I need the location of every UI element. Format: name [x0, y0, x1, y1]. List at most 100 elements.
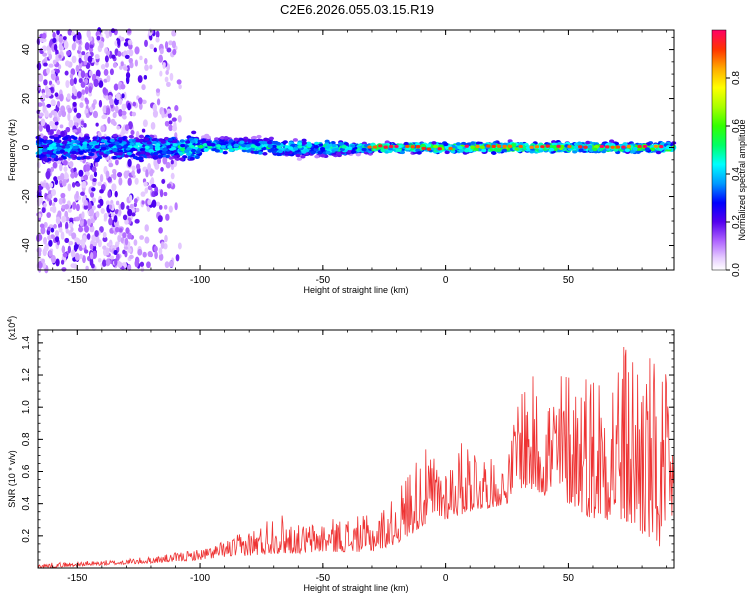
spectrogram-cell — [431, 141, 437, 145]
spectrogram-cell — [421, 146, 426, 151]
spectrogram-cell — [171, 117, 177, 122]
spectrogram-cell — [147, 250, 153, 258]
x-tick-label: -100 — [190, 573, 210, 584]
spectrogram-cell — [271, 144, 277, 149]
spectrogram-cell — [54, 142, 61, 147]
spectrogram-cell — [198, 144, 204, 149]
spectrogram-cell — [378, 144, 383, 148]
colorbar-gradient — [711, 29, 727, 271]
spectrogram-cell — [91, 166, 97, 173]
spectrogram-cell — [72, 34, 77, 42]
spectrogram-cell — [107, 176, 112, 183]
spectrogram-cell — [45, 124, 51, 133]
spectrogram-cell — [36, 161, 41, 169]
spectrogram-cell — [98, 258, 102, 263]
spectrogram-cell — [144, 236, 150, 244]
spectrogram-cell — [167, 137, 173, 142]
spectrogram-cell — [333, 147, 340, 152]
spectrogram-cell — [99, 173, 104, 183]
spectrogram-cell — [86, 233, 91, 240]
spectrogram-cell — [88, 152, 94, 157]
spectrogram-cell — [116, 171, 123, 178]
spectrogram-cell — [108, 162, 114, 168]
spectrogram-cell — [81, 181, 87, 189]
spectrogram-cell — [76, 91, 82, 99]
spectrogram-cell — [126, 28, 132, 34]
spectrogram-cell — [624, 148, 631, 153]
spectrogram-cell — [194, 155, 200, 160]
spectrogram-cell — [130, 130, 135, 136]
spectrogram-cell — [186, 152, 192, 157]
spectrogram-cell — [54, 121, 59, 126]
spectrogram-cell — [253, 150, 259, 155]
spectrogram-cell — [62, 159, 68, 166]
spectrogram-cell — [341, 144, 347, 149]
spectrogram-cell — [437, 147, 442, 151]
spectrogram-cell — [50, 72, 56, 81]
spectrogram-cell — [220, 145, 226, 149]
spectrogram-cell — [120, 61, 124, 67]
spectrogram-cell — [136, 163, 141, 170]
spectrogram-cell — [144, 137, 150, 141]
spectrogram-cell — [518, 142, 524, 146]
spectrogram-cell — [56, 29, 60, 36]
spectrogram-cell — [172, 143, 178, 147]
spectrogram-cell — [61, 180, 67, 187]
spectrogram-cell — [89, 44, 94, 49]
spectrogram-cell — [233, 143, 239, 148]
spectrogram-cell — [112, 133, 118, 138]
spectrogram-cell — [48, 193, 53, 199]
spectrogram-cell — [61, 245, 65, 254]
spectrogram-cell — [572, 149, 578, 154]
spectrogram-cell — [100, 125, 105, 133]
spectrogram-cell — [399, 150, 406, 155]
spectrogram-cell — [36, 62, 42, 71]
spectrogram-cell — [63, 40, 69, 50]
spectrogram-cell — [122, 249, 126, 255]
spectrogram-cell — [73, 244, 79, 250]
spectrogram-cell — [78, 70, 82, 79]
spectrogram-cell — [107, 143, 114, 148]
spectrogram-cell — [90, 218, 96, 224]
spectrogram-cell — [49, 120, 54, 127]
spectrogram-cell — [144, 57, 148, 65]
spectrogram-cell — [67, 112, 71, 122]
spectrogram-cell — [112, 155, 118, 160]
spectrogram-cell — [115, 253, 120, 261]
spectrogram-cell — [89, 243, 94, 250]
spectrogram-cell — [90, 148, 96, 152]
spectrogram-cell — [158, 54, 163, 63]
spectrogram-cell — [203, 148, 209, 152]
spectrogram-cell — [112, 62, 118, 68]
spectrogram-cell — [127, 208, 133, 217]
spectrogram-cell — [127, 158, 132, 167]
spectrogram-cell — [43, 202, 47, 208]
spectrogram-cell — [50, 110, 56, 116]
spectrogram-cell — [63, 136, 69, 140]
spectrogram-cell — [310, 150, 316, 155]
spectrogram-cell — [41, 45, 47, 52]
spectrogram-cell — [102, 87, 107, 95]
spectrogram-cell — [615, 145, 621, 149]
spectrogram-cell — [84, 78, 89, 85]
x-tick-label: 0 — [443, 573, 449, 584]
spectrogram-cell — [63, 148, 69, 152]
spectrogram-cell — [121, 110, 127, 116]
spectrogram-cell — [335, 151, 342, 156]
spectrogram-cell — [123, 41, 129, 47]
spectrogram-cell — [72, 129, 78, 133]
spectrogram-cell — [83, 174, 89, 181]
spectrogram-cell — [72, 101, 77, 107]
spectrogram-cell — [42, 135, 48, 140]
spectrogram-cell — [160, 167, 164, 172]
spectrogram-cell — [48, 63, 54, 68]
spectrogram-cell — [81, 89, 86, 96]
spectrogram-cell — [125, 227, 130, 235]
spectrogram-cell — [113, 215, 118, 223]
spectrogram-cell — [78, 253, 84, 259]
x-tick-label: 0 — [443, 275, 449, 286]
spectrogram-cell — [491, 144, 496, 149]
spectrogram-cell — [92, 110, 98, 119]
spectrogram-cell — [152, 109, 158, 118]
spectrogram-cell — [115, 159, 119, 166]
